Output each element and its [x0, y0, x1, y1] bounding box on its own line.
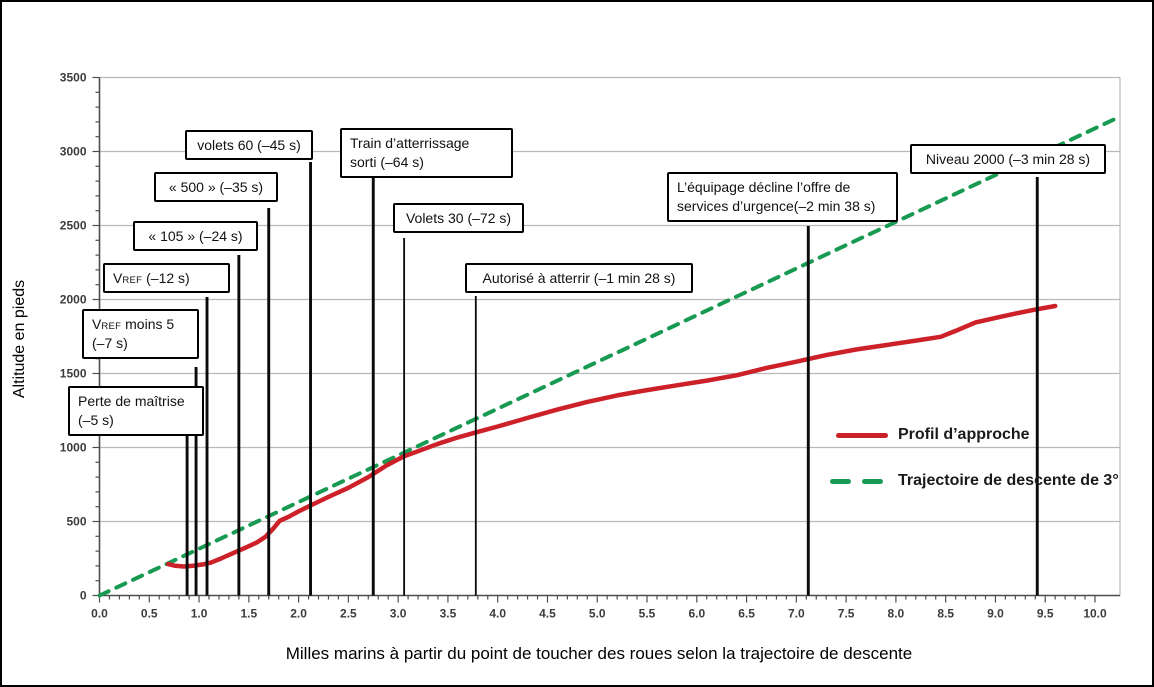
svg-text:5.5: 5.5: [639, 607, 656, 621]
svg-text:10.0: 10.0: [1083, 607, 1107, 621]
svg-text:4.0: 4.0: [489, 607, 506, 621]
svg-text:0: 0: [80, 589, 87, 603]
callout-perte: Perte de maîtrise (–5 s): [68, 386, 204, 436]
dashed-green-line-swatch: [830, 478, 883, 484]
callout-volets30: Volets 30 (–72 s): [393, 203, 524, 234]
callout-equipage: L’équipage décline l’offre de services d’…: [667, 172, 898, 222]
event-marker-lines: [185, 162, 1039, 596]
svg-text:2000: 2000: [60, 293, 87, 307]
svg-text:3500: 3500: [60, 71, 87, 85]
svg-text:9.5: 9.5: [1037, 607, 1054, 621]
svg-text:8.0: 8.0: [888, 607, 905, 621]
svg-text:1.5: 1.5: [240, 607, 257, 621]
svg-text:1000: 1000: [60, 441, 87, 455]
legend: Profil d’approche Trajectoire de descent…: [824, 412, 1134, 504]
svg-text:3000: 3000: [60, 145, 87, 159]
callout-autorise: Autorisé à atterrir (–1 min 28 s): [465, 263, 693, 294]
legend-item-approach-profile: Profil d’approche: [824, 412, 1134, 458]
callout-volets60: volets 60 (–45 s): [185, 130, 313, 161]
svg-text:0.0: 0.0: [91, 607, 108, 621]
svg-text:9.0: 9.0: [987, 607, 1004, 621]
svg-text:5.0: 5.0: [589, 607, 606, 621]
svg-text:1.0: 1.0: [191, 607, 208, 621]
axis-tick-labels: 0 500 1000 1500 2000 2500 3000 3500 0.0 0.5 1.0 1.5…: [60, 71, 1107, 621]
svg-text:500: 500: [66, 515, 86, 529]
svg-text:2.5: 2.5: [340, 607, 357, 621]
svg-text:2500: 2500: [60, 219, 87, 233]
callout-vref: VREF (–12 s): [103, 263, 230, 294]
x-axis-title: Milles marins à partir du point de touch…: [285, 644, 913, 663]
svg-text:6.5: 6.5: [738, 607, 755, 621]
svg-text:1500: 1500: [60, 367, 87, 381]
legend-item-glide-path: Trajectoire de descente de 3°: [824, 458, 1134, 504]
legend-label-approach-profile: Profil d’approche: [898, 426, 1030, 443]
svg-text:2.0: 2.0: [290, 607, 307, 621]
callout-niveau: Niveau 2000 (–3 min 28 s): [910, 144, 1106, 175]
callout-v105: « 105 » (–24 s): [133, 221, 258, 252]
y-axis-title: Altitude en pieds: [11, 279, 28, 399]
svg-text:0.5: 0.5: [141, 607, 158, 621]
callout-vref-moins-5: VREF moins 5 (–7 s): [82, 309, 199, 359]
solid-red-line-swatch: [836, 432, 888, 438]
svg-text:4.5: 4.5: [539, 607, 556, 621]
svg-text:7.0: 7.0: [788, 607, 805, 621]
svg-text:7.5: 7.5: [838, 607, 855, 621]
callout-train: Train d’atterrissage sorti (–64 s): [340, 128, 513, 178]
svg-text:3.0: 3.0: [390, 607, 407, 621]
svg-text:8.5: 8.5: [937, 607, 954, 621]
svg-text:6.0: 6.0: [688, 607, 705, 621]
svg-text:3.5: 3.5: [440, 607, 457, 621]
legend-label-glide-path: Trajectoire de descente de 3°: [898, 472, 1119, 489]
callout-v500: « 500 » (–35 s): [154, 172, 278, 203]
